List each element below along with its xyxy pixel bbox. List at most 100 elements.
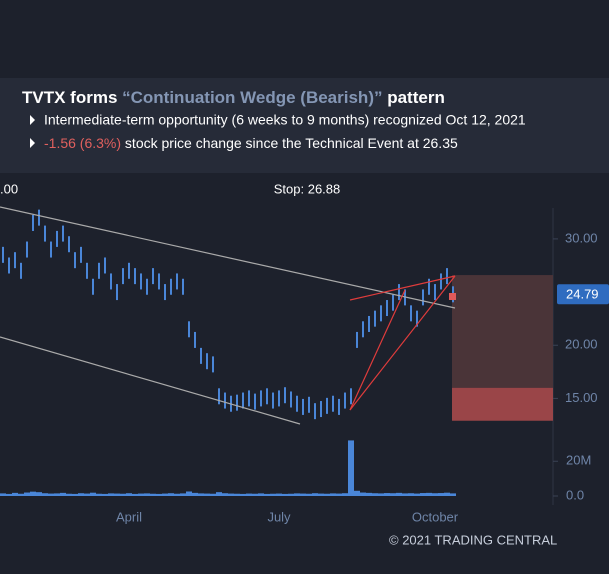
y-tick-label: 0.0 <box>566 487 584 502</box>
price-bar <box>326 397 328 414</box>
bullet-icon <box>30 115 35 125</box>
price-bar <box>32 214 34 231</box>
volume-bar <box>6 493 12 496</box>
price-bar <box>266 388 268 405</box>
volume-bar <box>114 493 120 496</box>
volume-bar <box>390 493 396 496</box>
price-bar <box>344 392 346 409</box>
volume-bar <box>426 492 432 496</box>
price-bar <box>2 246 4 263</box>
trend-line <box>0 336 301 425</box>
wedge-line <box>349 275 456 411</box>
title-end: pattern <box>382 88 444 107</box>
volume-bar <box>360 492 366 496</box>
price-bar <box>242 392 244 409</box>
volume-bar <box>276 493 282 496</box>
price-bar <box>50 241 52 258</box>
volume-bar <box>90 492 96 496</box>
volume-bar <box>54 493 60 496</box>
volume-bar <box>102 493 108 496</box>
price-bar <box>218 388 220 405</box>
price-bar <box>284 387 286 404</box>
volume-bar <box>126 493 132 496</box>
event-marker <box>449 293 456 300</box>
volume-bar <box>336 493 342 496</box>
price-bar <box>302 398 304 415</box>
price-bar <box>392 294 394 311</box>
left-label: .00 <box>0 181 18 196</box>
volume-bar <box>30 491 36 496</box>
price-bar <box>98 262 100 279</box>
price-bar <box>308 396 310 413</box>
price-bar <box>68 236 70 253</box>
price-bar <box>92 278 94 295</box>
price-bar <box>152 268 154 285</box>
volume-bar <box>330 493 336 496</box>
volume-bar <box>186 491 192 496</box>
price-bar <box>8 257 10 274</box>
price-bar <box>212 356 214 373</box>
price-bar <box>374 310 376 327</box>
volume-bar <box>366 492 372 496</box>
volume-bar <box>0 493 6 496</box>
price-bar <box>422 289 424 306</box>
price-bar <box>356 331 358 348</box>
volume-bar <box>78 493 84 496</box>
price-bar <box>290 391 292 408</box>
price-bar <box>14 252 16 269</box>
price-bar <box>134 268 136 285</box>
price-bar <box>416 310 418 327</box>
price-bar <box>176 273 178 290</box>
title: TVTX forms “Continuation Wedge (Bearish)… <box>22 88 445 107</box>
volume-bar <box>60 492 66 496</box>
volume-bar <box>252 493 258 496</box>
price-bar <box>38 209 40 226</box>
price-bar <box>320 401 322 418</box>
price-bar <box>254 393 256 410</box>
price-bar <box>110 273 112 290</box>
price-bar <box>446 268 448 285</box>
price-bar <box>368 315 370 332</box>
volume-bar <box>246 493 252 496</box>
volume-bar <box>150 493 156 496</box>
volume-bar <box>48 493 54 496</box>
bullet-1: Intermediate-term opportunity (6 weeks t… <box>44 112 526 128</box>
price-bar <box>338 398 340 415</box>
price-bar <box>260 390 262 407</box>
volume-bar <box>432 493 438 496</box>
volume-bar <box>36 492 42 496</box>
price-bar <box>194 331 196 348</box>
wedge-line <box>349 275 456 301</box>
price-bar <box>362 321 364 338</box>
volume-bar <box>264 493 270 496</box>
volume-bar <box>306 493 312 496</box>
price-bar <box>44 225 46 242</box>
bullet-2-text: stock price change since the Technical E… <box>121 135 458 151</box>
volume-bar <box>384 493 390 496</box>
y-tick-label: 15.00 <box>565 390 598 405</box>
volume-bar <box>24 492 30 496</box>
volume-bar <box>228 493 234 496</box>
title-start: TVTX forms <box>22 88 122 107</box>
volume-bar <box>282 493 288 496</box>
bullet-icon <box>30 138 35 148</box>
price-bar <box>200 347 202 364</box>
price-bar <box>206 353 208 370</box>
price-bar <box>248 390 250 407</box>
volume-bar <box>324 493 330 496</box>
price-bar <box>62 225 64 242</box>
volume-bar <box>414 493 420 496</box>
price-bar <box>20 262 22 279</box>
price-bar <box>182 278 184 295</box>
price-bar <box>440 273 442 290</box>
footer: © 2021 TRADING CENTRAL <box>389 532 557 547</box>
price-bar <box>158 273 160 290</box>
volume-bar <box>204 493 210 496</box>
volume-bar <box>222 493 228 496</box>
price-bar <box>350 388 352 405</box>
y-tick-label: 20.00 <box>565 337 598 352</box>
price-bar <box>146 278 148 295</box>
title-pattern: “Continuation Wedge (Bearish)” <box>122 88 382 107</box>
price-bar <box>74 252 76 269</box>
y-tick-label: 20M <box>566 453 591 468</box>
